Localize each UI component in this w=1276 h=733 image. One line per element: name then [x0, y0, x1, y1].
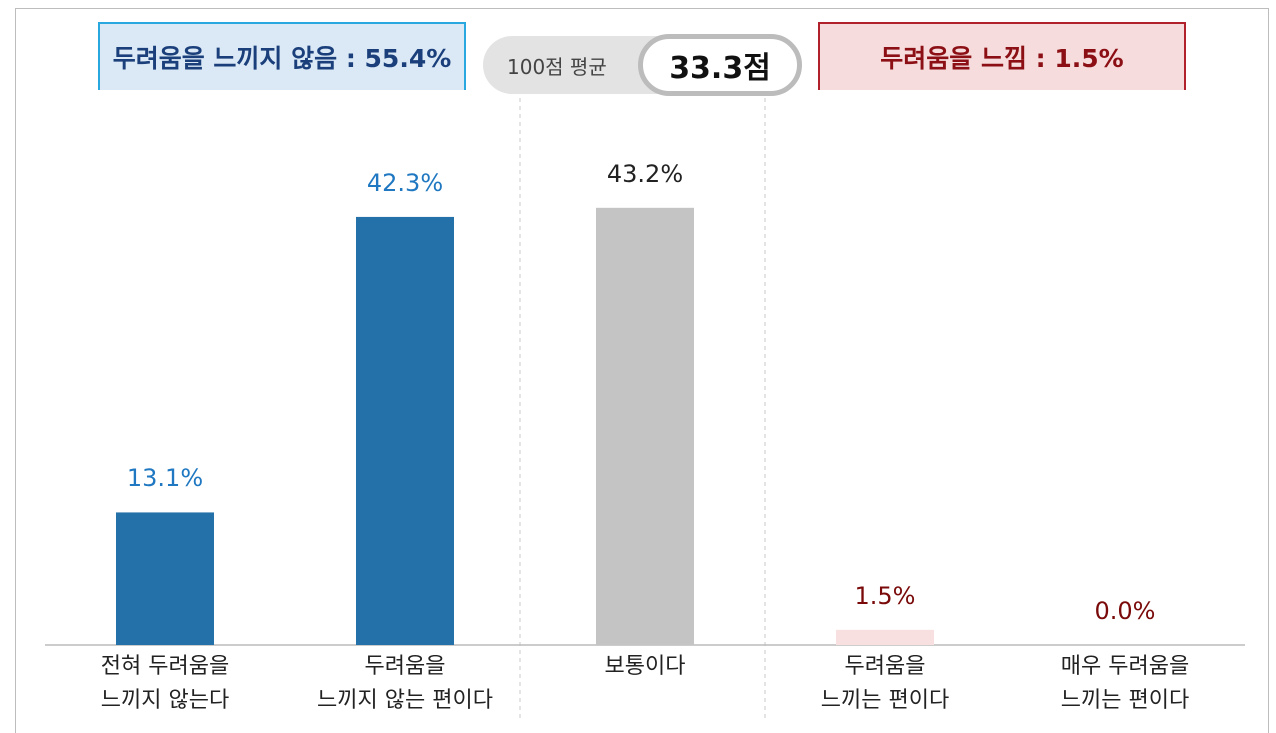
x-tick-label: 보통이다: [604, 654, 686, 679]
frame: [15, 8, 1269, 733]
average-value: 33.3점: [638, 34, 802, 96]
value-label: 1.5%: [854, 581, 916, 610]
bar: [836, 629, 934, 645]
left-summary: 두려움을 느끼지 않음 : 55.4%: [98, 22, 466, 90]
bar: [356, 216, 454, 645]
x-tick-label: 전혀 두려움을 느끼지 않는다: [100, 654, 230, 713]
right-summary: 두려움을 느낌 : 1.5%: [818, 22, 1186, 90]
value-label: 42.3%: [366, 168, 444, 197]
x-tick-label: 두려움을 느끼지 않는 편이다: [317, 654, 493, 713]
value-label: 13.1%: [126, 464, 204, 493]
bar: [596, 207, 694, 646]
value-label: 43.2%: [606, 159, 684, 188]
bar: [116, 512, 214, 645]
x-tick-label: 매우 두려움을 느끼는 편이다: [1060, 654, 1190, 713]
value-label: 0.0%: [1094, 597, 1156, 625]
x-tick-label: 두려움을 느끼는 편이다: [820, 654, 950, 713]
